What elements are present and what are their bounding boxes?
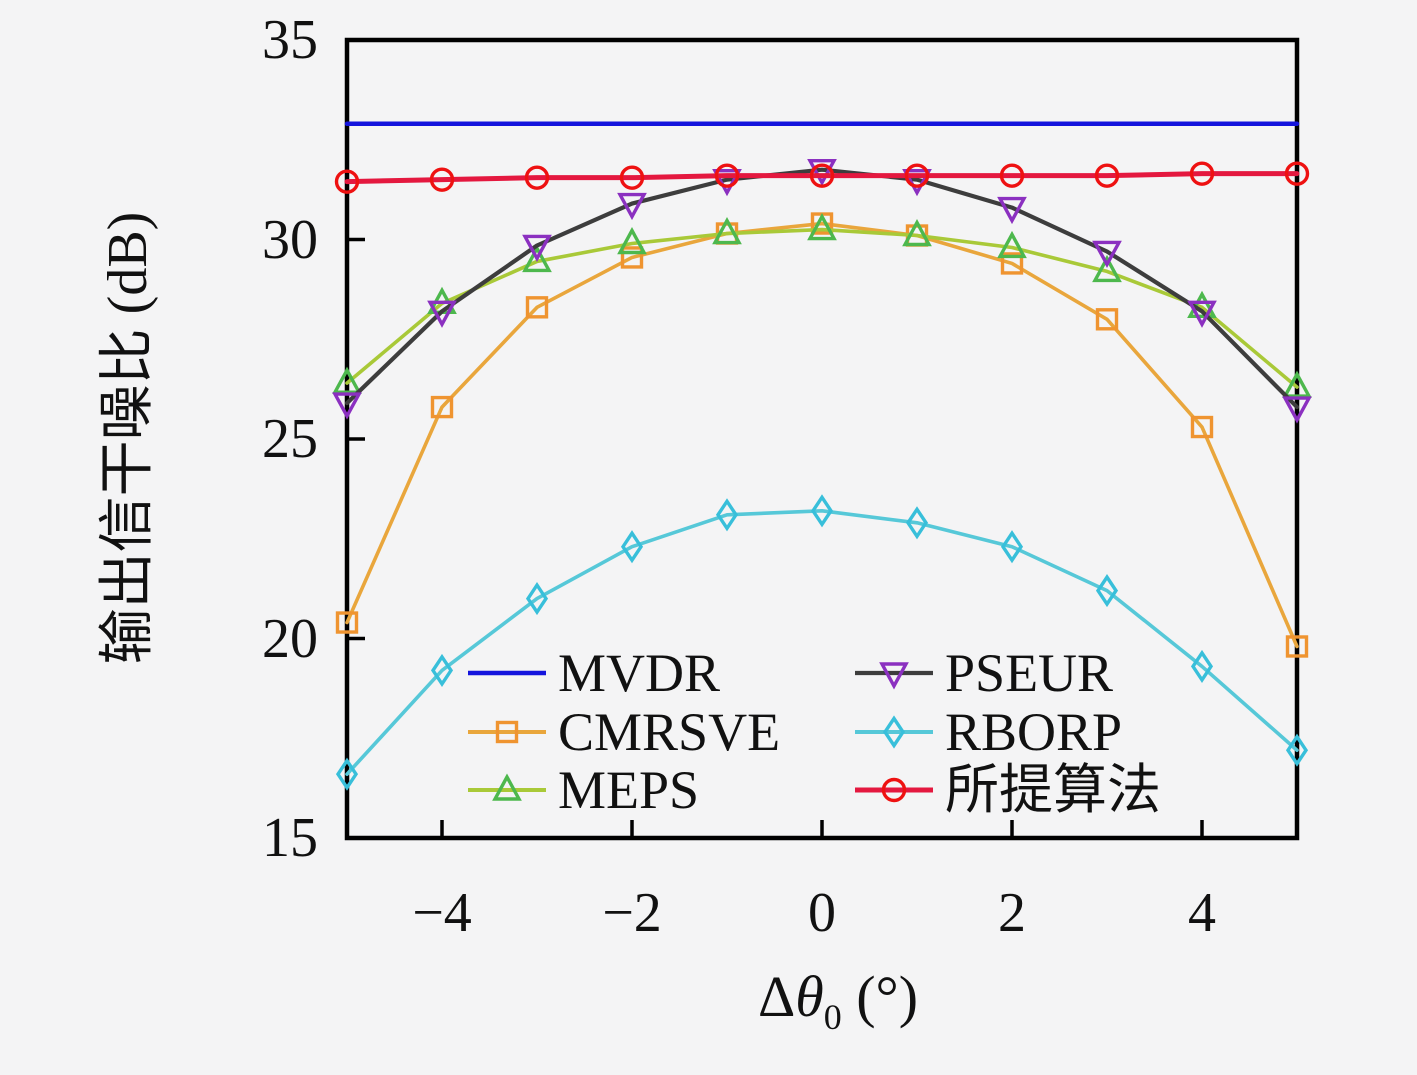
square-marker (1190, 415, 1214, 439)
triangle-up-marker (332, 366, 362, 394)
x-tick-label: 0 (808, 882, 836, 944)
triangle-up-marker (997, 230, 1027, 259)
triangle-up-marker (807, 212, 837, 241)
diamond-marker (430, 653, 454, 687)
diamond-marker (1095, 574, 1119, 608)
square-marker (495, 720, 519, 744)
triangle-down-marker (902, 168, 932, 197)
square-marker (1000, 252, 1024, 275)
triangle-up-marker (902, 218, 932, 247)
diamond-marker (620, 530, 644, 564)
y-tick-label: 15 (262, 807, 318, 869)
series-line-MEPS (345, 227, 1299, 389)
square-marker (525, 296, 549, 319)
circle-marker (809, 163, 835, 188)
series-line-所提算法 (344, 171, 1300, 185)
y-axis-label: 输出信干噪比 (dB) (97, 211, 159, 665)
triangle-up-marker (1282, 370, 1312, 398)
legend-label-MEPS: MEPS (558, 760, 700, 820)
triangle-up-marker (492, 773, 522, 801)
diamond-marker (525, 582, 549, 616)
triangle-down-marker (879, 662, 909, 690)
legend-label-CMRSVE: CMRSVE (558, 702, 781, 762)
legend-label-PSEUR: PSEUR (945, 643, 1114, 703)
circle-marker (619, 165, 645, 190)
square-marker (1285, 635, 1309, 658)
x-axis-label-unit: (°) (841, 964, 919, 1030)
triangle-down-marker (712, 168, 742, 197)
circle-marker (334, 169, 360, 194)
triangle-down-marker (1187, 300, 1217, 328)
diamond-marker (1000, 530, 1024, 564)
series-line-RBORP (345, 509, 1299, 776)
diamond-marker (905, 506, 929, 540)
square-marker (430, 395, 454, 419)
square-marker (335, 611, 359, 634)
circle-marker (1189, 161, 1215, 186)
x-axis-label-theta: θ (795, 964, 824, 1030)
square-marker (620, 246, 644, 269)
y-tick-label: 35 (262, 9, 318, 71)
legend-label-RBORP: RBORP (945, 702, 1123, 762)
triangle-down-marker (522, 234, 552, 263)
series-line-CMRSVE (345, 221, 1299, 649)
triangle-down-marker (617, 192, 647, 221)
circle-marker (904, 163, 930, 188)
y-tick-label: 25 (262, 408, 318, 470)
series-line-PSEUR (344, 167, 1300, 410)
legend-label-所提算法: 所提算法 (945, 760, 1161, 820)
triangle-down-marker (807, 158, 837, 187)
square-marker (1095, 308, 1119, 331)
triangle-down-marker (427, 300, 457, 328)
x-axis-label: Δθ0 (°) (758, 968, 918, 1036)
circle-marker (1284, 161, 1310, 186)
y-tick-label: 20 (262, 607, 318, 670)
circle-marker (999, 163, 1025, 188)
x-tick-label: 2 (998, 882, 1026, 944)
diamond-marker (1190, 649, 1214, 683)
circle-marker (429, 167, 455, 192)
circle-marker (524, 165, 550, 190)
x-tick-label: 4 (1188, 882, 1216, 944)
diamond-marker (335, 757, 359, 791)
x-tick-label: −2 (602, 882, 662, 944)
triangle-down-marker (332, 392, 362, 420)
triangle-down-marker (1282, 396, 1312, 424)
diamond-marker (1285, 733, 1309, 767)
circle-marker (1094, 163, 1120, 188)
diamond-marker (882, 715, 906, 749)
x-axis-label-delta: Δ (757, 964, 796, 1030)
diamond-marker (715, 498, 739, 532)
triangle-down-marker (997, 196, 1027, 225)
triangle-up-marker (522, 244, 552, 273)
x-axis-label-subscript: 0 (823, 996, 842, 1037)
circle-marker (714, 163, 740, 188)
triangle-up-marker (617, 226, 647, 255)
x-tick-label: −4 (412, 882, 472, 944)
triangle-up-marker (712, 216, 742, 245)
triangle-up-marker (1092, 254, 1122, 283)
diamond-marker (810, 494, 834, 528)
y-tick-label: 30 (262, 208, 318, 271)
circle-marker (881, 777, 907, 803)
legend-label-MVDR: MVDR (558, 643, 721, 703)
triangle-down-marker (1092, 240, 1122, 269)
